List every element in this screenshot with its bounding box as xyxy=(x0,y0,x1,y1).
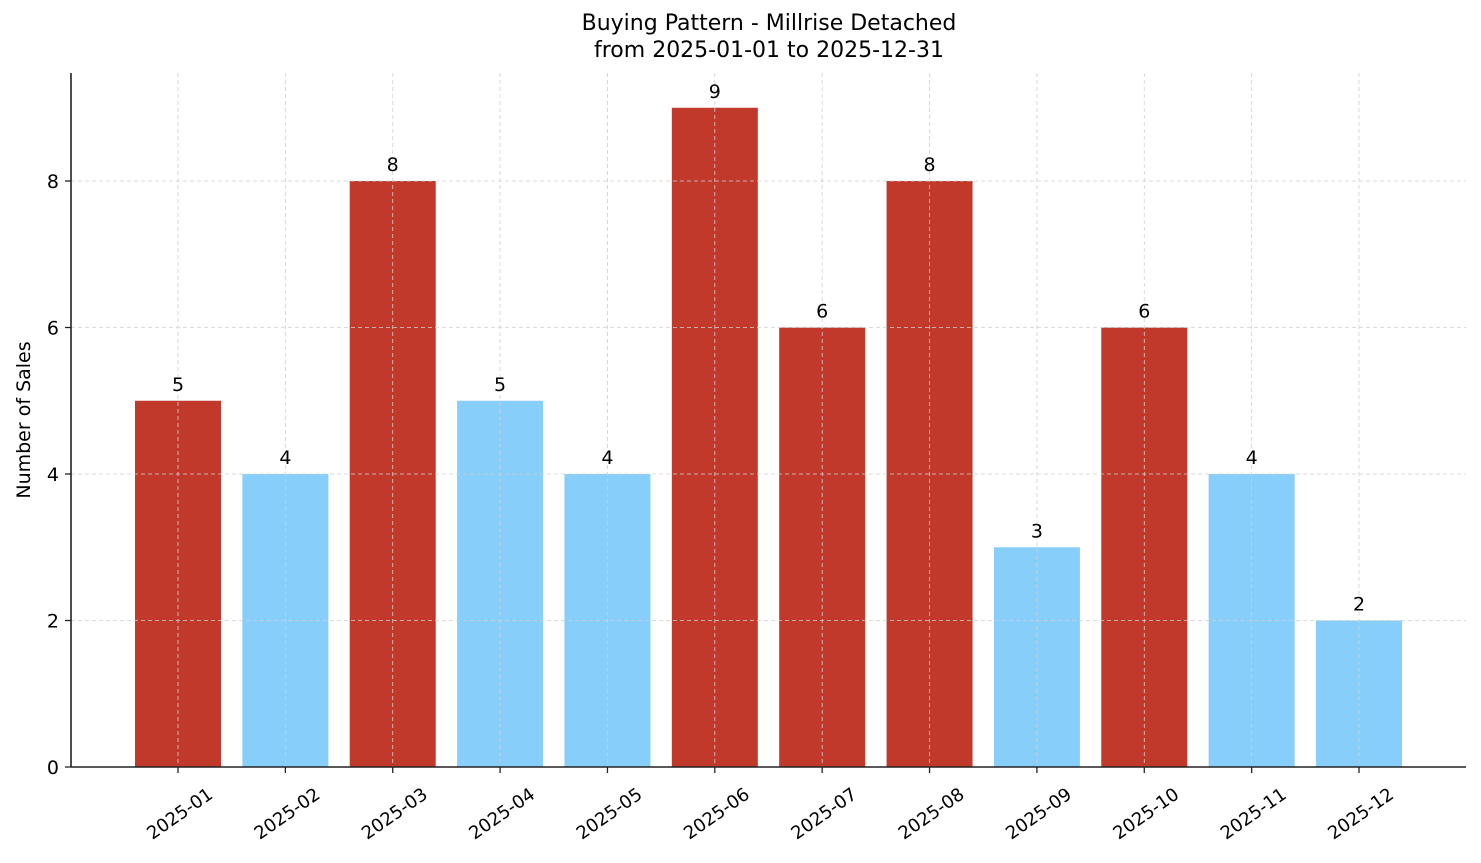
x-tick-label: 2025-08 xyxy=(895,784,969,844)
y-tick-label: 2 xyxy=(47,611,59,633)
bar-2025-07 xyxy=(779,327,866,767)
bar-value-label: 9 xyxy=(709,81,721,103)
bars-group xyxy=(135,107,1402,767)
bar-value-label: 6 xyxy=(1138,301,1150,323)
bar-value-label: 3 xyxy=(1031,520,1043,542)
bar-value-label: 8 xyxy=(387,154,399,176)
y-tick-label: 0 xyxy=(47,757,59,779)
x-tick-label: 2025-01 xyxy=(143,784,217,844)
chart-subtitle: from 2025-01-01 to 2025-12-31 xyxy=(594,38,944,63)
bar-value-label: 2 xyxy=(1353,594,1365,616)
bar-value-label: 4 xyxy=(601,447,613,469)
bar-2025-12 xyxy=(1316,620,1402,767)
bar-2025-10 xyxy=(1101,327,1188,767)
x-tick-label: 2025-11 xyxy=(1217,784,1291,844)
x-tick-label: 2025-03 xyxy=(358,784,432,844)
x-tick-label: 2025-04 xyxy=(465,784,539,844)
x-tick-label: 2025-02 xyxy=(251,784,325,844)
gridlines xyxy=(71,73,1466,767)
bar-value-label: 4 xyxy=(279,447,291,469)
x-tick-label: 2025-07 xyxy=(787,784,861,844)
chart-title-block: Buying Pattern - Millrise Detached from … xyxy=(0,10,1481,64)
y-tick-label: 6 xyxy=(47,318,59,340)
x-tick-label: 2025-06 xyxy=(680,784,754,844)
y-tick-label: 8 xyxy=(47,171,59,193)
x-tick-label: 2025-05 xyxy=(573,784,647,844)
bar-value-label: 8 xyxy=(923,154,935,176)
bar-value-label: 6 xyxy=(816,301,828,323)
x-tick-label: 2025-10 xyxy=(1109,784,1183,844)
y-tick-label: 4 xyxy=(47,464,59,486)
bar-value-label: 5 xyxy=(494,374,506,396)
x-tick-label: 2025-12 xyxy=(1324,784,1398,844)
data-labels: 5 4 8 5 4 9 6 8 3 6 4 2 xyxy=(172,81,1365,616)
x-tick-label: 2025-09 xyxy=(1002,784,1076,844)
bar-value-label: 5 xyxy=(172,374,184,396)
y-axis-label: Number of Sales xyxy=(13,341,35,498)
bar-value-label: 4 xyxy=(1246,447,1258,469)
chart-title: Buying Pattern - Millrise Detached xyxy=(581,11,957,36)
